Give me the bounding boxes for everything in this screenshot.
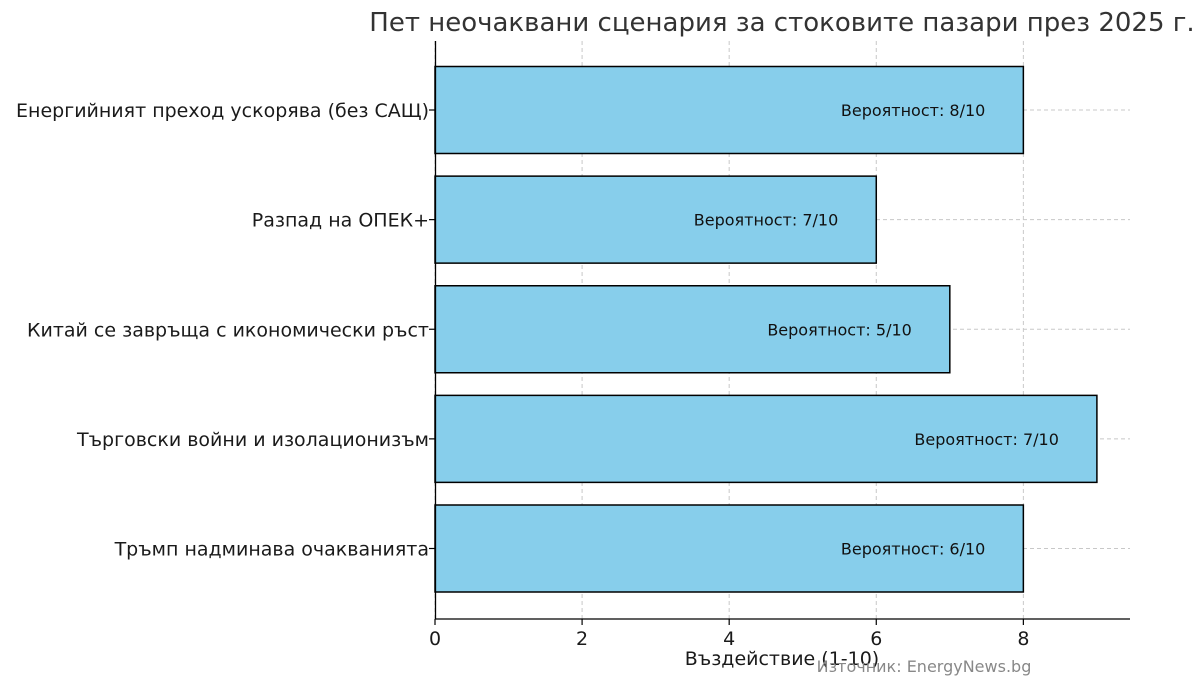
- x-tick-label: 8: [1017, 628, 1029, 650]
- x-tick-label: 2: [576, 628, 588, 650]
- x-axis-label: Въздействие (1-10): [685, 648, 879, 670]
- category-label: Тръмп надминава очакванията: [114, 539, 429, 561]
- bar: [434, 65, 1025, 155]
- category-label: Китай се завръща с икономически ръст: [27, 319, 429, 341]
- bar-data-label: Вероятност: 5/10: [767, 320, 911, 339]
- x-ticks: 0 2 4 6 8: [429, 619, 1029, 650]
- bar-data-label: Вероятност: 6/10: [841, 540, 985, 559]
- x-tick-label: 4: [723, 628, 735, 650]
- category-label: Разпад на ОПЕК+: [252, 210, 429, 232]
- chart-title: Пет неочаквани сценария за стоковите паз…: [369, 8, 1194, 38]
- source-note: Източник: EnergyNews.bg: [817, 657, 1032, 676]
- bar-data-label: Вероятност: 8/10: [841, 101, 985, 120]
- axes: [434, 41, 1130, 620]
- x-tick-label: 0: [429, 628, 441, 650]
- bar-data-label: Вероятност: 7/10: [694, 211, 838, 230]
- category-label: Търговски войни и изолационизъм: [76, 429, 429, 451]
- category-labels: Енергийният преход ускорява (без САЩ) Раз…: [16, 100, 435, 561]
- category-label: Енергийният преход ускорява (без САЩ): [16, 100, 429, 122]
- x-tick-label: 6: [870, 628, 882, 650]
- bars: Вероятност: 8/10 Вероятност: 7/10 Вероятно…: [434, 65, 1098, 593]
- bar-data-label: Вероятност: 7/10: [914, 430, 1058, 449]
- bar: [434, 285, 951, 374]
